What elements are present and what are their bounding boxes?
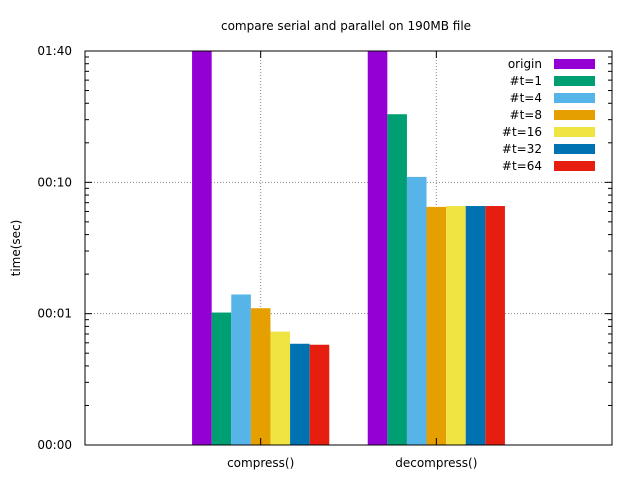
bar [367, 51, 388, 445]
legend: origin #t=1 #t=4 #t=8 #t=16 #t=32 #t=64 [502, 57, 595, 173]
legend-label: origin [508, 57, 542, 71]
legend-label: #t=4 [510, 91, 542, 105]
y-tick-label: 01:40 [37, 44, 72, 58]
bar [211, 312, 232, 445]
bar [231, 294, 251, 445]
bar [309, 344, 330, 445]
y-tick-label: 00:10 [37, 175, 72, 189]
bar [192, 51, 212, 445]
legend-label: #t=16 [502, 125, 542, 139]
bar [250, 308, 271, 445]
legend-swatch [554, 110, 595, 120]
legend-label: #t=64 [502, 159, 542, 173]
bar [485, 206, 505, 445]
legend-swatch [554, 76, 595, 86]
bar [406, 176, 427, 445]
grid [85, 51, 612, 445]
bars [192, 51, 505, 445]
bar [426, 206, 447, 445]
legend-swatch [554, 127, 595, 137]
labels: compare serial and parallel on 190MB fil… [9, 19, 471, 276]
bar [446, 206, 466, 445]
legend-label: #t=1 [510, 74, 542, 88]
y-tick-label: 00:01 [37, 307, 72, 321]
x-tick-label: compress() [227, 456, 294, 470]
bar [270, 331, 291, 445]
bar [465, 206, 486, 445]
plot-border [84, 50, 613, 446]
legend-swatch [554, 59, 595, 69]
axes: 00:00 00:01 00:10 01:40 compress() decompress… [37, 44, 613, 470]
legend-label: #t=32 [502, 142, 542, 156]
y-tick-label: 00:00 [37, 438, 72, 452]
bar [290, 343, 310, 445]
legend-swatch [554, 93, 595, 103]
chart-title: compare serial and parallel on 190MB fil… [221, 19, 471, 33]
y-axis-label: time(sec) [9, 220, 23, 277]
legend-label: #t=8 [510, 108, 542, 122]
legend-swatch [554, 144, 595, 154]
bar [387, 114, 407, 445]
legend-swatch [554, 161, 595, 171]
x-tick-label: decompress() [395, 456, 477, 470]
